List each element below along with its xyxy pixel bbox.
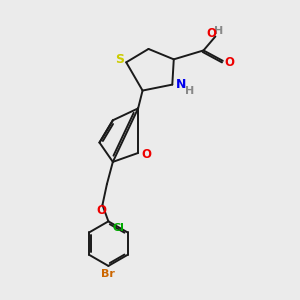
Text: S: S <box>115 53 124 66</box>
Text: Br: Br <box>101 269 115 279</box>
Text: N: N <box>176 77 186 91</box>
Text: O: O <box>206 27 217 40</box>
Text: Cl: Cl <box>113 223 125 233</box>
Text: H: H <box>185 85 194 96</box>
Text: O: O <box>224 56 234 69</box>
Text: O: O <box>141 148 152 161</box>
Text: H: H <box>214 26 223 36</box>
Text: O: O <box>96 204 106 217</box>
